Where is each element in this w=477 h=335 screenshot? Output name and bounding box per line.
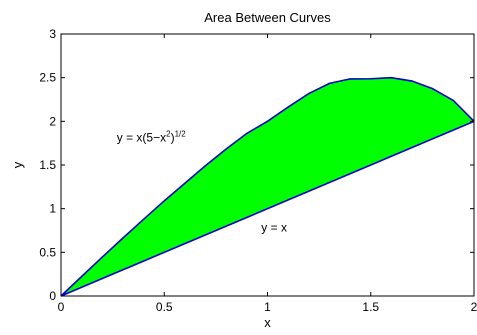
x-tick-label: 1.5	[362, 300, 379, 314]
fill-layer	[61, 77, 474, 296]
area-fill-region	[61, 77, 474, 296]
y-tick-label: 2	[49, 114, 56, 128]
y-tick-label: 0	[49, 289, 56, 303]
y-tick-label: 2.5	[39, 71, 56, 85]
series-line-upper-curve	[60, 76, 475, 297]
y-tick-label: 0.5	[39, 245, 56, 259]
y-tick-label: 3	[49, 27, 56, 41]
tick-layer: 0 0.5 1 1.5 2 0 0.5 1 1.5 2 2.5 3	[39, 27, 477, 314]
annotation-upper-exponent-2: 1/2	[175, 129, 187, 138]
annotation-lower-curve: y = x	[261, 220, 287, 234]
annotation-upper-curve: y = x(5−x2)1/2	[117, 129, 186, 144]
y-axis-label: y	[10, 161, 25, 168]
x-tick-label: 2	[471, 300, 477, 314]
x-tick-label: 1	[264, 300, 271, 314]
series-line-y-equals-x	[60, 120, 475, 297]
annotation-upper-main: y = x(5−x	[117, 130, 166, 144]
chart-title: Area Between Curves	[204, 10, 331, 25]
annotation-upper-paren: )	[171, 130, 175, 144]
y-tick-label: 1.5	[39, 158, 56, 172]
annotation-upper-exponent-1: 2	[166, 129, 171, 138]
line-layer	[60, 76, 475, 297]
x-tick-label: 0.5	[156, 300, 173, 314]
y-tick-label: 1	[49, 202, 56, 216]
x-tick-label: 0	[58, 300, 65, 314]
x-axis-label: x	[264, 315, 271, 330]
